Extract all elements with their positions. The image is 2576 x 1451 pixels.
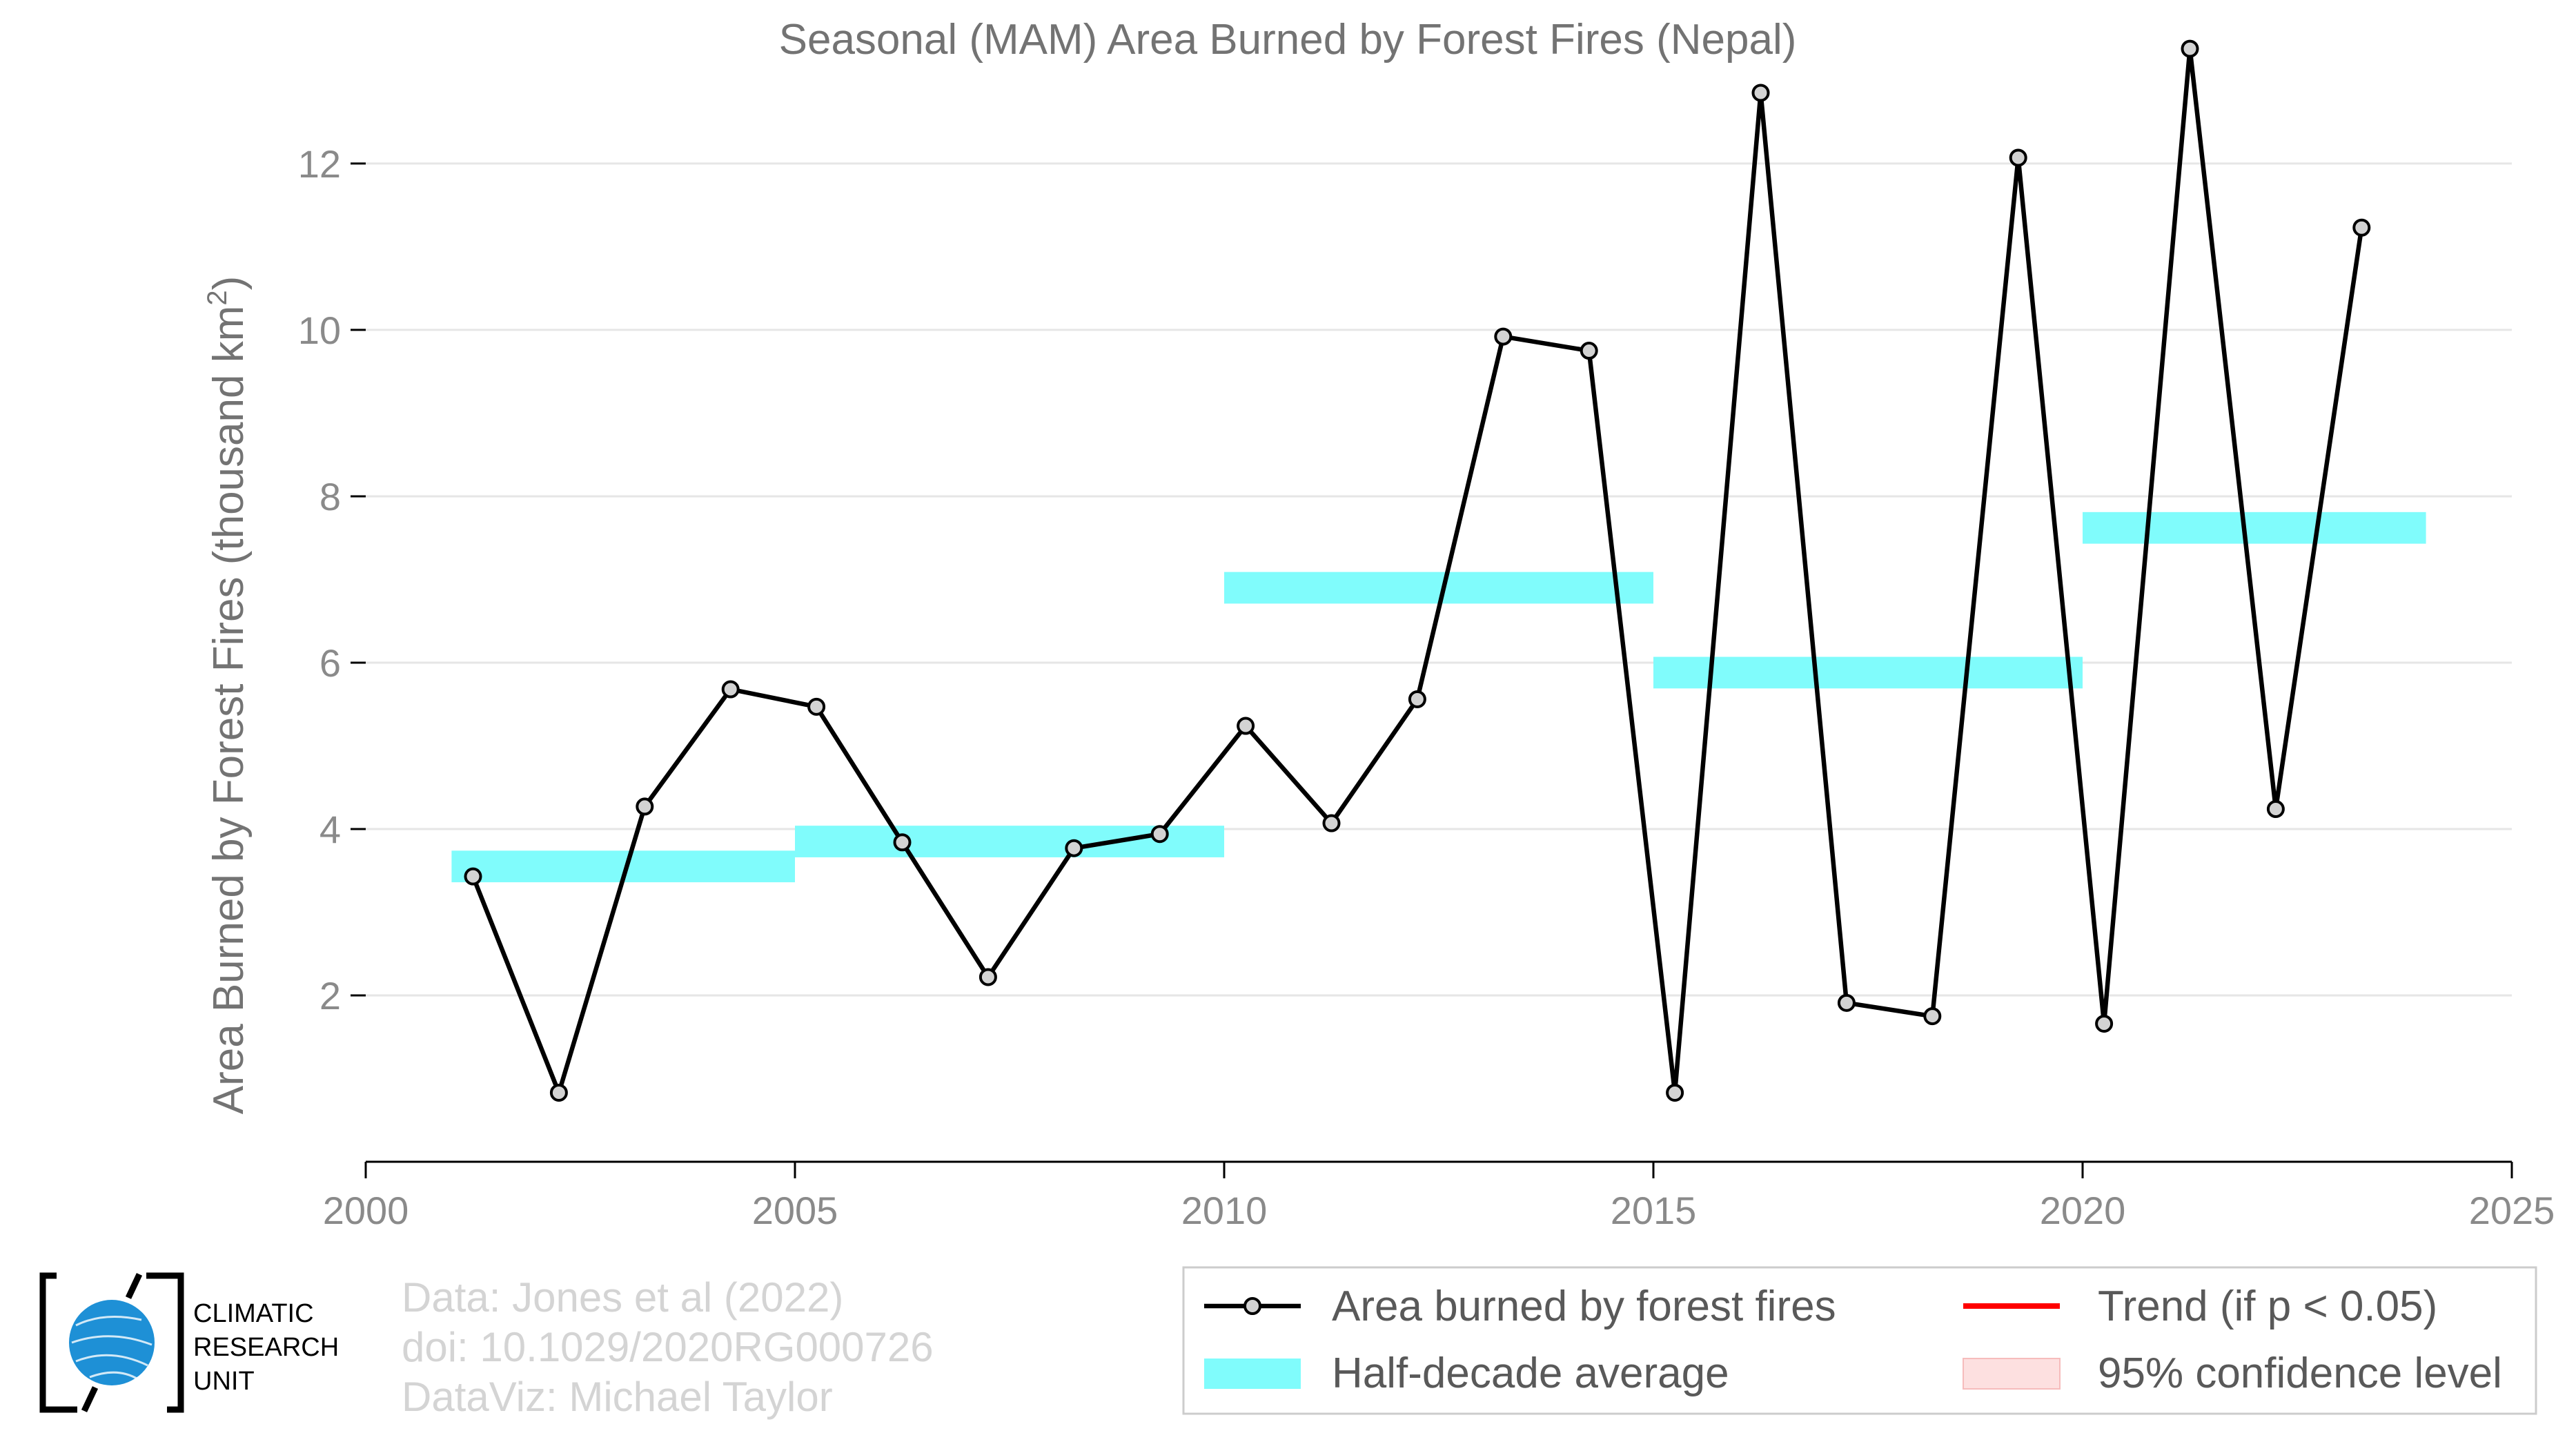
data-point-22	[2352, 218, 2371, 237]
globe-icon	[69, 1300, 155, 1385]
logo-slash-top	[125, 1273, 143, 1299]
data-point-7	[1065, 839, 1083, 857]
legend-frame	[1182, 1266, 2537, 1415]
half-decade-band-4	[2083, 512, 2426, 544]
credit-data-source: Data: Jones et al (2022)	[402, 1274, 843, 1321]
logo-slash-bottom	[81, 1386, 99, 1412]
y-tick-label-10: 10	[298, 309, 341, 352]
logo-bracket-right	[146, 1272, 184, 1413]
data-point-4	[807, 697, 826, 716]
y-axis-label-superscript: 2	[202, 290, 233, 305]
y-tick-label-8: 8	[319, 475, 341, 518]
y-axis-ticks: 2 4 6 8 10 12	[298, 142, 366, 1017]
series-line-area-burned	[471, 46, 2364, 1095]
logo-text-unit: UNIT	[193, 1367, 255, 1396]
legend-label-area-burned: Area burned by forest fires	[1332, 1283, 1836, 1330]
x-tick-label-2020: 2020	[2040, 1189, 2126, 1232]
data-point-5	[893, 833, 912, 852]
x-axis-ticks: 2000 2005 2010 2015 2020 2025	[323, 1162, 2555, 1232]
data-point-14	[1666, 1083, 1684, 1102]
x-tick-label-2000: 2000	[323, 1189, 409, 1232]
data-point-9	[1237, 717, 1255, 735]
y-axis-label: Area Burned by Forest Fires (thousand km…	[202, 276, 253, 1115]
legend-label-confidence: 95% confidence level	[2098, 1350, 2502, 1397]
y-tick-label-6: 6	[319, 641, 341, 685]
x-tick-label-2005: 2005	[752, 1189, 838, 1232]
y-tick-label-4: 4	[319, 808, 341, 851]
logo-bracket-left	[39, 1272, 77, 1413]
data-point-0	[464, 867, 482, 886]
cru-logo: CLIMATIC RESEARCH UNIT	[39, 1272, 339, 1413]
data-point-15	[1751, 84, 1770, 102]
x-tick-label-2010: 2010	[1181, 1189, 1268, 1232]
data-point-12	[1494, 327, 1513, 346]
data-point-10	[1322, 814, 1341, 832]
data-point-17	[1923, 1007, 1942, 1026]
half-decade-band-3	[1653, 656, 2083, 689]
logo-text-climatic: CLIMATIC	[193, 1299, 314, 1328]
data-point-20	[2181, 39, 2199, 58]
credit-dataviz: DataViz: Michael Taylor	[402, 1374, 833, 1420]
y-tick-label-12: 12	[298, 142, 341, 186]
data-point-11	[1408, 690, 1426, 708]
logo-text-research: RESEARCH	[193, 1333, 339, 1362]
x-tick-label-2015: 2015	[1611, 1189, 1697, 1232]
legend-label-half-decade: Half-decade average	[1332, 1350, 1729, 1397]
legend-key-half-decade	[1204, 1359, 1301, 1389]
legend: Area burned by forest fires Trend (if p …	[1182, 1266, 2537, 1415]
y-axis-label-main: Area Burned by Forest Fires (thousand km	[205, 306, 253, 1115]
data-point-6	[979, 968, 997, 986]
data-point-8	[1150, 825, 1169, 844]
data-point-2	[636, 797, 654, 816]
data-point-19	[2095, 1014, 2114, 1033]
legend-key-area-burned-marker	[1243, 1297, 1261, 1315]
globe-swirl	[71, 1316, 153, 1381]
gridlines	[366, 162, 2512, 997]
y-axis-label-close: )	[205, 276, 253, 291]
half-decade-band-2	[1224, 572, 1653, 604]
data-point-21	[2266, 800, 2285, 819]
legend-key-confidence	[1963, 1358, 2061, 1390]
data-point-3	[721, 680, 740, 699]
credit-doi: doi: 10.1029/2020RG000726	[402, 1324, 934, 1370]
y-tick-label-2: 2	[319, 974, 341, 1017]
data-point-18	[2009, 148, 2027, 167]
series-markers	[464, 39, 2371, 1102]
half-decade-average-bands	[451, 512, 2426, 883]
legend-label-trend: Trend (if p < 0.05)	[2098, 1283, 2437, 1330]
data-point-16	[1837, 993, 1856, 1012]
x-tick-label-2025: 2025	[2469, 1189, 2555, 1232]
data-point-13	[1580, 342, 1598, 360]
chart-title: Seasonal (MAM) Area Burned by Forest Fir…	[779, 16, 1797, 64]
data-point-1	[549, 1083, 568, 1102]
